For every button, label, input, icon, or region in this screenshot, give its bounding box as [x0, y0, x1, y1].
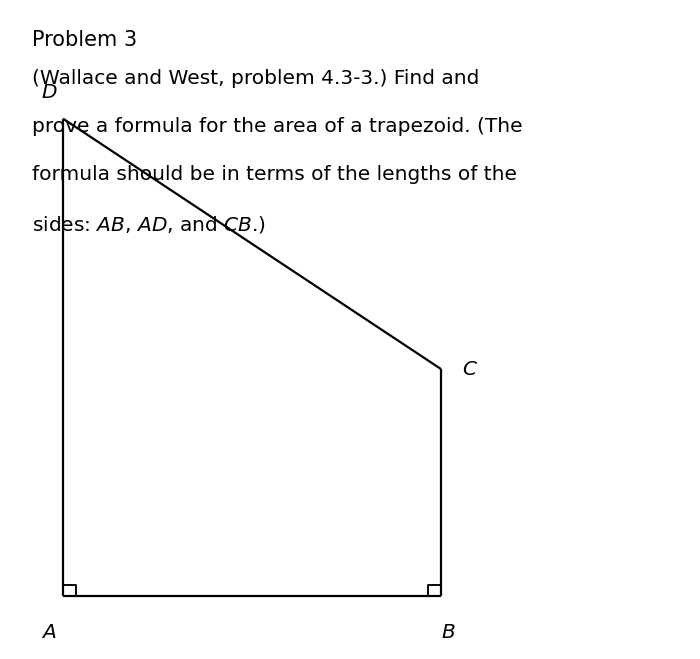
Text: sides: $AB$, $AD$, and $CB$.): sides: $AB$, $AD$, and $CB$.): [32, 214, 265, 235]
Text: formula should be in terms of the lengths of the: formula should be in terms of the length…: [32, 165, 517, 185]
Text: (Wallace and West, problem 4.3-3.) Find and: (Wallace and West, problem 4.3-3.) Find …: [32, 69, 479, 88]
Text: $A$: $A$: [41, 623, 57, 642]
Text: Problem 3: Problem 3: [32, 30, 136, 49]
Text: $C$: $C$: [462, 360, 478, 378]
Text: $D$: $D$: [41, 83, 57, 102]
Text: $B$: $B$: [441, 623, 455, 642]
Text: prove a formula for the area of a trapezoid. (The: prove a formula for the area of a trapez…: [32, 117, 522, 136]
